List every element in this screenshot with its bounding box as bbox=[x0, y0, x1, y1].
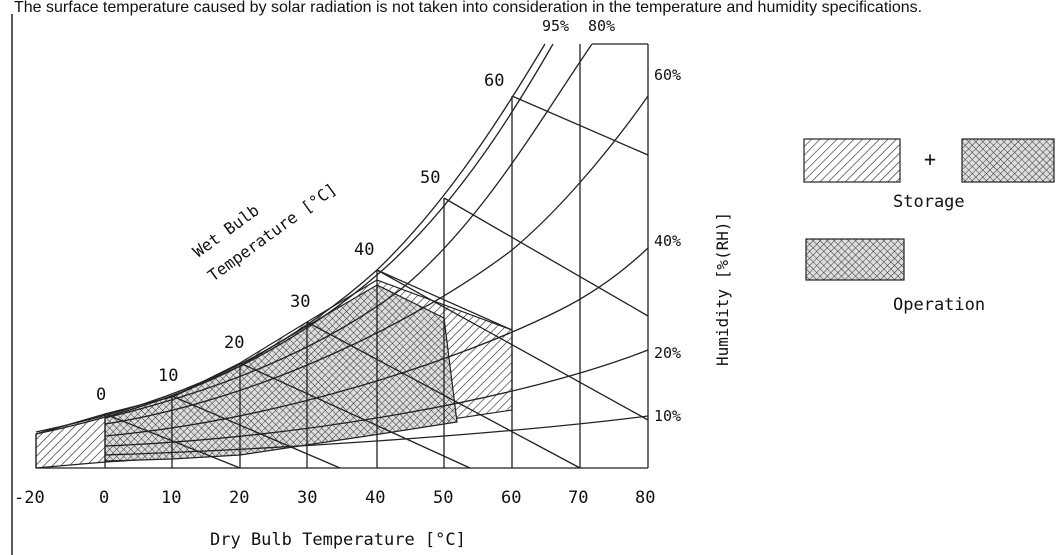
rh-label: 80% bbox=[588, 17, 615, 35]
rh-curve-40 bbox=[104, 247, 649, 437]
storage-top-edge bbox=[376, 269, 513, 331]
rh-label: 95% bbox=[542, 17, 569, 35]
rh-curve-80 bbox=[104, 43, 593, 419]
rh-label: 20% bbox=[654, 344, 681, 362]
wet-bulb-tick: 40 bbox=[354, 240, 374, 260]
rh-label: 40% bbox=[654, 232, 681, 250]
legend-plus: + bbox=[924, 147, 936, 171]
rh-curve-60 bbox=[104, 95, 649, 425]
wet-bulb-line bbox=[171, 395, 341, 469]
legend-storage-label: Storage bbox=[893, 192, 965, 212]
wet-bulb-tick: 0 bbox=[96, 385, 106, 405]
rh-label: 60% bbox=[654, 66, 681, 84]
legend-storage-swatch bbox=[803, 138, 901, 183]
wet-bulb-line bbox=[443, 197, 649, 317]
x-tick: 60 bbox=[501, 488, 521, 508]
wet-bulb-tick: 30 bbox=[290, 292, 310, 312]
wet-bulb-line bbox=[511, 95, 649, 156]
wet-bulb-tick: 50 bbox=[420, 168, 440, 188]
x-tick: 30 bbox=[297, 488, 317, 508]
wet-bulb-line bbox=[306, 321, 581, 469]
x-tick: 70 bbox=[568, 488, 588, 508]
x-tick: 40 bbox=[365, 488, 385, 508]
x-tick: 80 bbox=[635, 488, 655, 508]
legend: + Storage Operation bbox=[803, 138, 1055, 315]
x-axis-label: Dry Bulb Temperature [°C] bbox=[210, 530, 466, 550]
rh-curve-20 bbox=[104, 349, 649, 447]
wet-bulb-line bbox=[104, 413, 241, 469]
saturation-curve bbox=[35, 43, 546, 433]
wet-bulb-line bbox=[376, 269, 649, 421]
legend-operation-label: Operation bbox=[893, 295, 985, 315]
chart-grid bbox=[35, 43, 649, 469]
wet-bulb-tick: 10 bbox=[158, 366, 178, 386]
x-tick: 10 bbox=[161, 488, 181, 508]
wet-bulb-line bbox=[239, 362, 471, 469]
legend-storage-cross-swatch bbox=[961, 138, 1055, 183]
y-axis-label: Humidity [%(RH)] bbox=[713, 212, 732, 366]
x-tick: 0 bbox=[99, 488, 109, 508]
wet-bulb-tick: 20 bbox=[224, 333, 244, 353]
rh-curve-10 bbox=[104, 415, 649, 456]
x-tick-labels: -20 0 10 20 30 40 50 60 70 80 bbox=[14, 488, 655, 508]
x-tick: 20 bbox=[229, 488, 249, 508]
rh-label: 10% bbox=[654, 407, 681, 425]
rh-curve-95 bbox=[35, 43, 554, 435]
x-tick: 50 bbox=[433, 488, 453, 508]
legend-operation-swatch bbox=[805, 238, 905, 281]
top-caption: The surface temperature caused by solar … bbox=[14, 0, 922, 16]
x-tick: -20 bbox=[14, 488, 45, 508]
wet-bulb-tick: 60 bbox=[484, 71, 504, 91]
